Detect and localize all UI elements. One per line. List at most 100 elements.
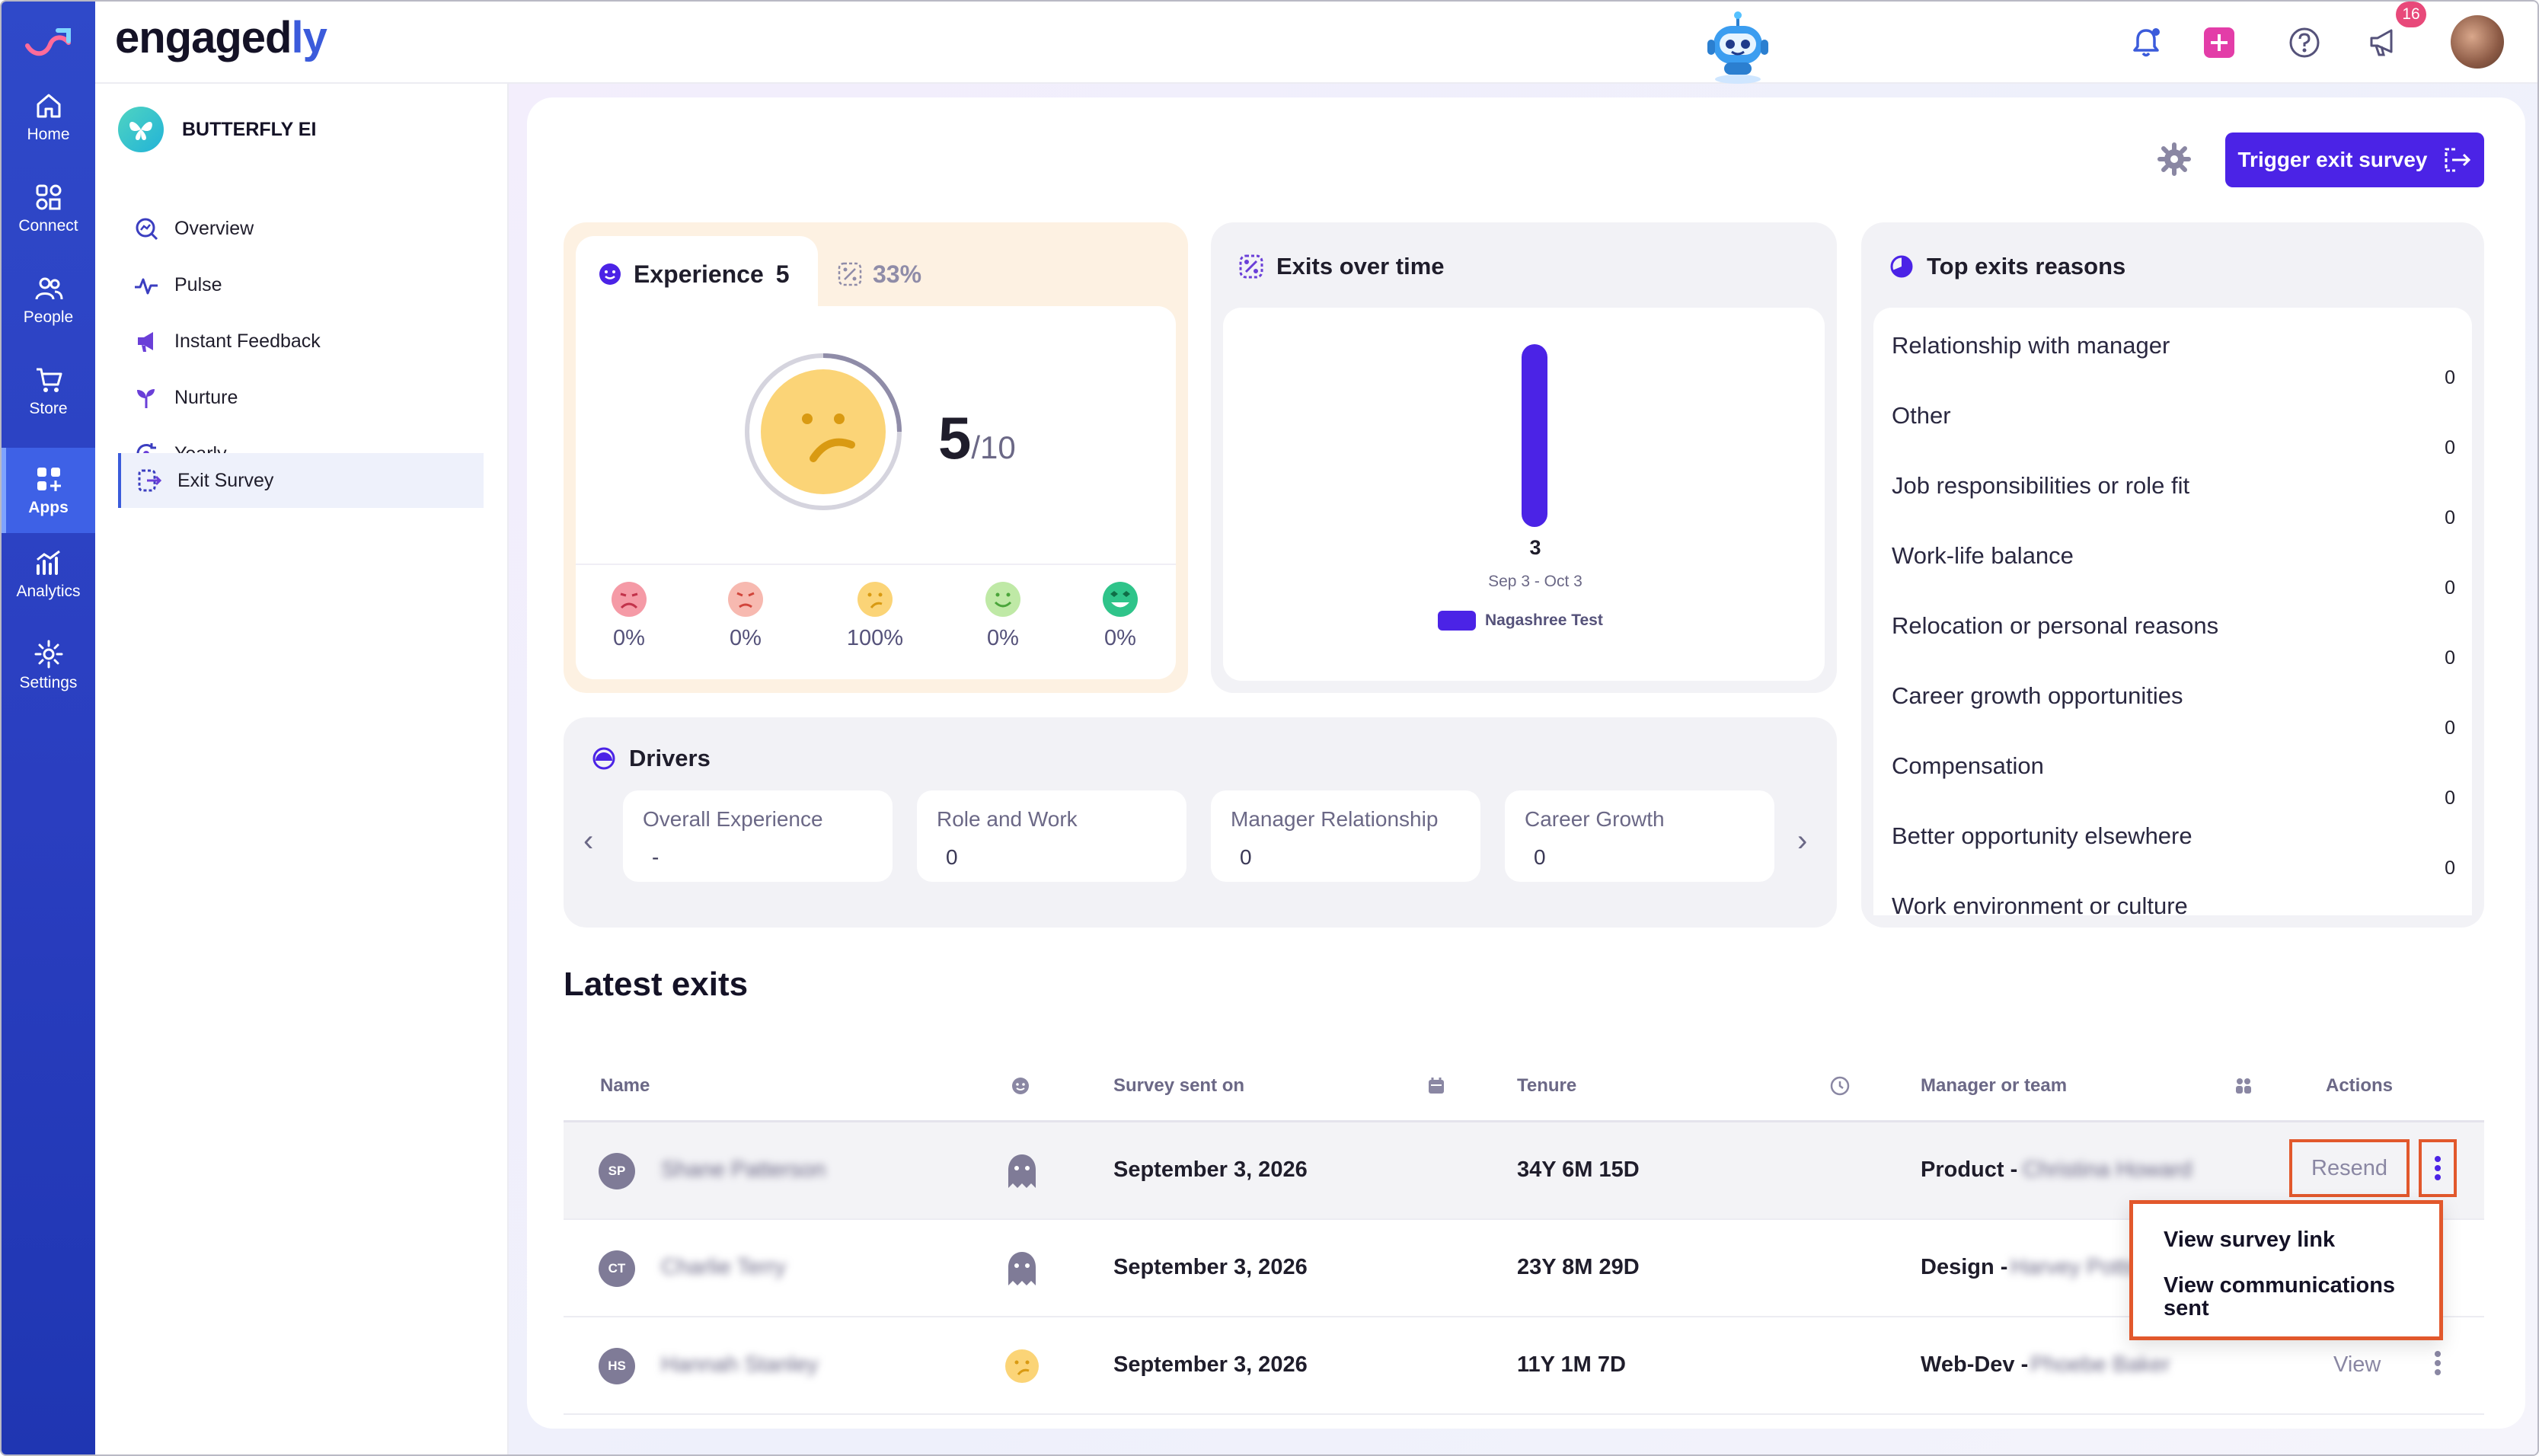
chart-legend: Nagashree Test [1438, 611, 1603, 631]
brand-logo[interactable]: engagedly [115, 12, 327, 63]
subnav-item-overview[interactable]: Overview [118, 201, 484, 256]
kebab-icon [2435, 1156, 2441, 1180]
rail-item-home[interactable]: Home [2, 75, 95, 160]
driver-tile[interactable]: Manager Relationship 0 [1211, 790, 1480, 882]
neutral-face-icon [1005, 1349, 1039, 1383]
chart-bar[interactable] [1522, 344, 1547, 527]
announcements-button[interactable] [2364, 23, 2403, 62]
driver-value: 0 [946, 845, 958, 869]
column-header-manager[interactable]: Manager or team [1921, 1075, 2068, 1096]
subnav-item-exit-survey[interactable]: Exit Survey [118, 453, 484, 508]
row-actions-menu: View survey link View communications sen… [2129, 1200, 2443, 1340]
driver-label: Career Growth [1525, 807, 1665, 831]
app-subnav: BUTTERFLY EI Overview Pulse Instant Feed… [95, 84, 509, 1454]
mood-value: 0% [613, 626, 645, 650]
employee-name[interactable]: Shane Patterson [661, 1157, 826, 1182]
driver-value: 0 [1534, 845, 1546, 869]
reason-item: Job responsibilities or role fit 0 [1892, 461, 2455, 532]
chevron-right-icon[interactable]: › [1797, 824, 1808, 857]
column-header-sent[interactable]: Survey sent on [1113, 1075, 1245, 1096]
feedback-icon [138, 332, 153, 352]
team: Design - [1921, 1255, 2008, 1279]
sad-face-icon [728, 582, 763, 617]
notifications-count-badge: 16 [2396, 2, 2426, 27]
reason-count: 0 [2445, 717, 2455, 739]
experience-count: 5 [775, 260, 790, 288]
gear-icon [34, 640, 62, 669]
manager-name: Phoebe Baker [2030, 1352, 2170, 1377]
reason-label: Relationship with manager [1892, 332, 2170, 359]
percent-icon [838, 262, 862, 286]
avatar: HS [599, 1348, 635, 1384]
rail-item-analytics[interactable]: Analytics [2, 532, 95, 617]
very-sad-face-icon [612, 582, 647, 617]
settings-gear-icon[interactable] [2155, 140, 2193, 178]
driver-value: 0 [1240, 845, 1252, 869]
smiley-column-icon [1012, 1078, 1029, 1094]
ghost-icon [1008, 1154, 1036, 1188]
experience-tab[interactable]: Experience 5 [576, 236, 818, 312]
drivers-card: Drivers ‹ Overall Experience - Role and W… [564, 717, 1837, 928]
overview-icon [136, 218, 158, 241]
driver-tile[interactable]: Role and Work 0 [917, 790, 1186, 882]
card-header: Drivers [591, 745, 711, 772]
row-more-button[interactable] [2419, 1334, 2457, 1392]
driver-tile[interactable]: Overall Experience - [623, 790, 893, 882]
assistant-bot-icon[interactable] [1695, 9, 1780, 85]
tenure: 11Y 1M 7D [1517, 1352, 1626, 1377]
create-button[interactable] [2199, 23, 2239, 62]
rail-item-connect[interactable]: Connect [2, 166, 95, 251]
cart-icon [36, 368, 62, 392]
subnav-label: Exit Survey [177, 469, 274, 491]
tenure: 23Y 8M 29D [1517, 1255, 1640, 1279]
home-icon [37, 94, 60, 118]
subnav-label: Nurture [174, 386, 238, 408]
survey-sent-date: September 3, 2026 [1113, 1255, 1308, 1279]
column-header-name[interactable]: Name [600, 1075, 650, 1096]
driver-tile[interactable]: Career Growth 0 [1505, 790, 1774, 882]
employee-name[interactable]: Hannah Stanley [661, 1352, 819, 1377]
response-rate-tab[interactable]: 33% [838, 236, 921, 312]
rail-item-people[interactable]: People [2, 257, 95, 343]
experience-score: 5/10 [938, 404, 1016, 473]
table-row[interactable]: CT Charlie Terry September 3, 2026 23Y 8… [564, 1220, 2484, 1317]
reason-count: 0 [2445, 787, 2455, 809]
reason-label: Relocation or personal reasons [1892, 612, 2219, 639]
rail-item-settings[interactable]: Settings [2, 623, 95, 708]
card-header: Exits over time [1238, 253, 1445, 280]
driver-value: - [652, 845, 660, 869]
resend-button[interactable]: Resend [2289, 1139, 2410, 1197]
engagedly-logo-icon[interactable] [23, 23, 73, 61]
chevron-left-icon[interactable]: ‹ [583, 824, 594, 857]
reason-count: 0 [2445, 507, 2455, 528]
trigger-exit-survey-button[interactable]: Trigger exit survey [2225, 133, 2484, 187]
plus-square-icon [2204, 27, 2234, 58]
bell-icon [2133, 28, 2160, 57]
subnav-item-pulse[interactable]: Pulse [118, 257, 484, 312]
employee-name[interactable]: Charlie Terry [661, 1255, 786, 1279]
survey-sent-date: September 3, 2026 [1113, 1352, 1308, 1377]
menu-item-view-communications[interactable]: View communications sent [2164, 1273, 2396, 1320]
help-button[interactable] [2285, 23, 2324, 62]
reason-count: 0 [2445, 437, 2455, 458]
menu-item-view-survey-link[interactable]: View survey link [2164, 1228, 2336, 1252]
mood-very-happy: 0% [1078, 580, 1162, 651]
mood-sad: 0% [704, 580, 787, 651]
subnav-item-nurture[interactable]: Nurture [118, 370, 484, 425]
row-more-button[interactable] [2419, 1139, 2457, 1197]
user-avatar[interactable] [2451, 15, 2504, 69]
subnav-item-instant-feedback[interactable]: Instant Feedback [118, 314, 484, 369]
reason-item: Better opportunity elsewhere 0 [1892, 812, 2455, 882]
rail-item-store[interactable]: Store [2, 349, 95, 434]
view-button[interactable]: View [2333, 1352, 2381, 1377]
notifications-button[interactable] [2126, 23, 2166, 62]
reason-label: Job responsibilities or role fit [1892, 472, 2190, 499]
manager-name: Harvey Potts [2010, 1255, 2137, 1279]
rail-label: Settings [19, 674, 78, 691]
table-row[interactable]: HS Hannah Stanley September 3, 2026 11Y … [564, 1317, 2484, 1415]
column-header-tenure[interactable]: Tenure [1517, 1075, 1577, 1096]
gauge-icon [592, 747, 615, 770]
brand-main: engaged [115, 13, 292, 62]
rail-item-apps[interactable]: Apps [2, 448, 95, 533]
